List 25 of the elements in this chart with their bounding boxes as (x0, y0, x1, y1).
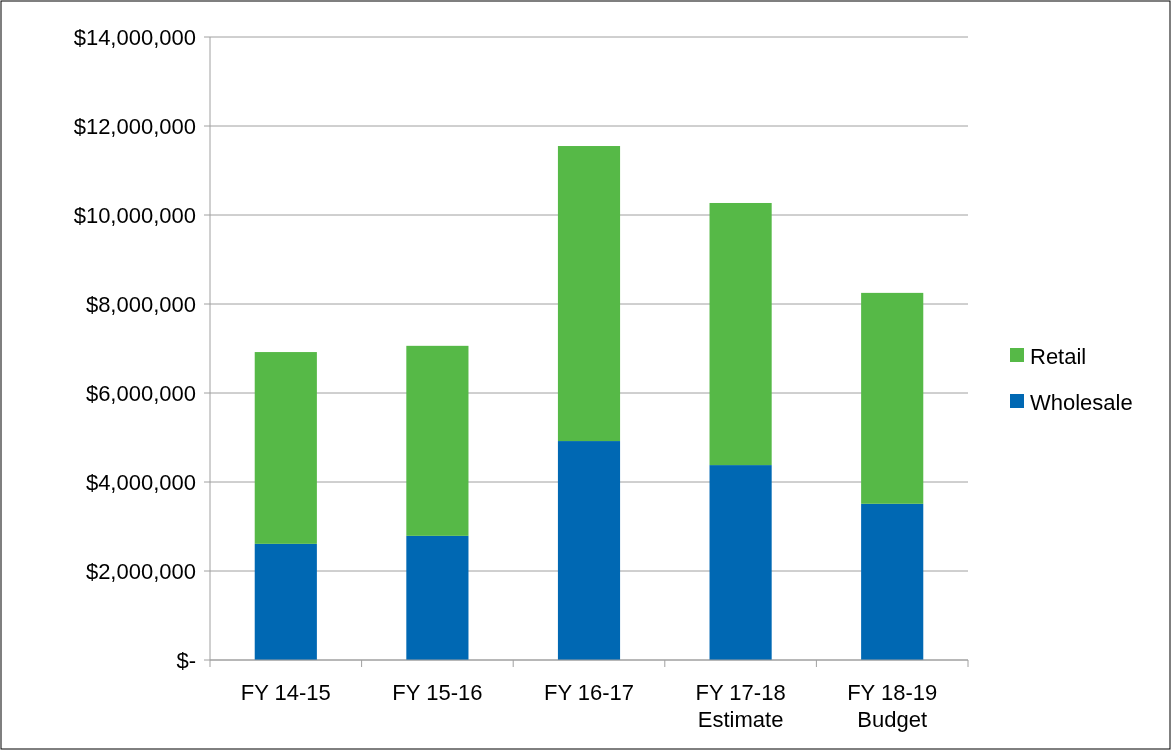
bar (557, 441, 621, 660)
bar (557, 146, 621, 442)
y-tick-label: $14,000,000 (73, 24, 196, 50)
y-tick-label: $4,000,000 (85, 469, 196, 495)
x-tick-label: FY 14-15 (240, 680, 331, 705)
x-tick-label: FY 17-18 Estimate (695, 680, 786, 732)
bar (406, 345, 469, 536)
legend-label: Retail (1030, 343, 1087, 369)
x-tick-label: FY 16-17 (543, 680, 635, 705)
bar (406, 535, 469, 660)
y-tick-label: $- (176, 647, 196, 673)
y-tick-label: $8,000,000 (85, 291, 196, 317)
bar (254, 543, 317, 660)
y-tick-label: $12,000,000 (73, 113, 196, 139)
bar (861, 503, 924, 660)
bar (861, 292, 924, 504)
x-tick-label: FY 18-19 Budget (847, 680, 938, 732)
y-tick-label: $10,000,000 (73, 202, 196, 228)
y-tick-label: $6,000,000 (85, 380, 196, 406)
y-tick-label: $2,000,000 (85, 558, 196, 584)
legend-label: Wholesale (1030, 389, 1133, 415)
bar (709, 202, 772, 466)
bar (254, 352, 317, 544)
x-tick-label: FY 15-16 (392, 680, 483, 705)
bar (709, 465, 772, 660)
